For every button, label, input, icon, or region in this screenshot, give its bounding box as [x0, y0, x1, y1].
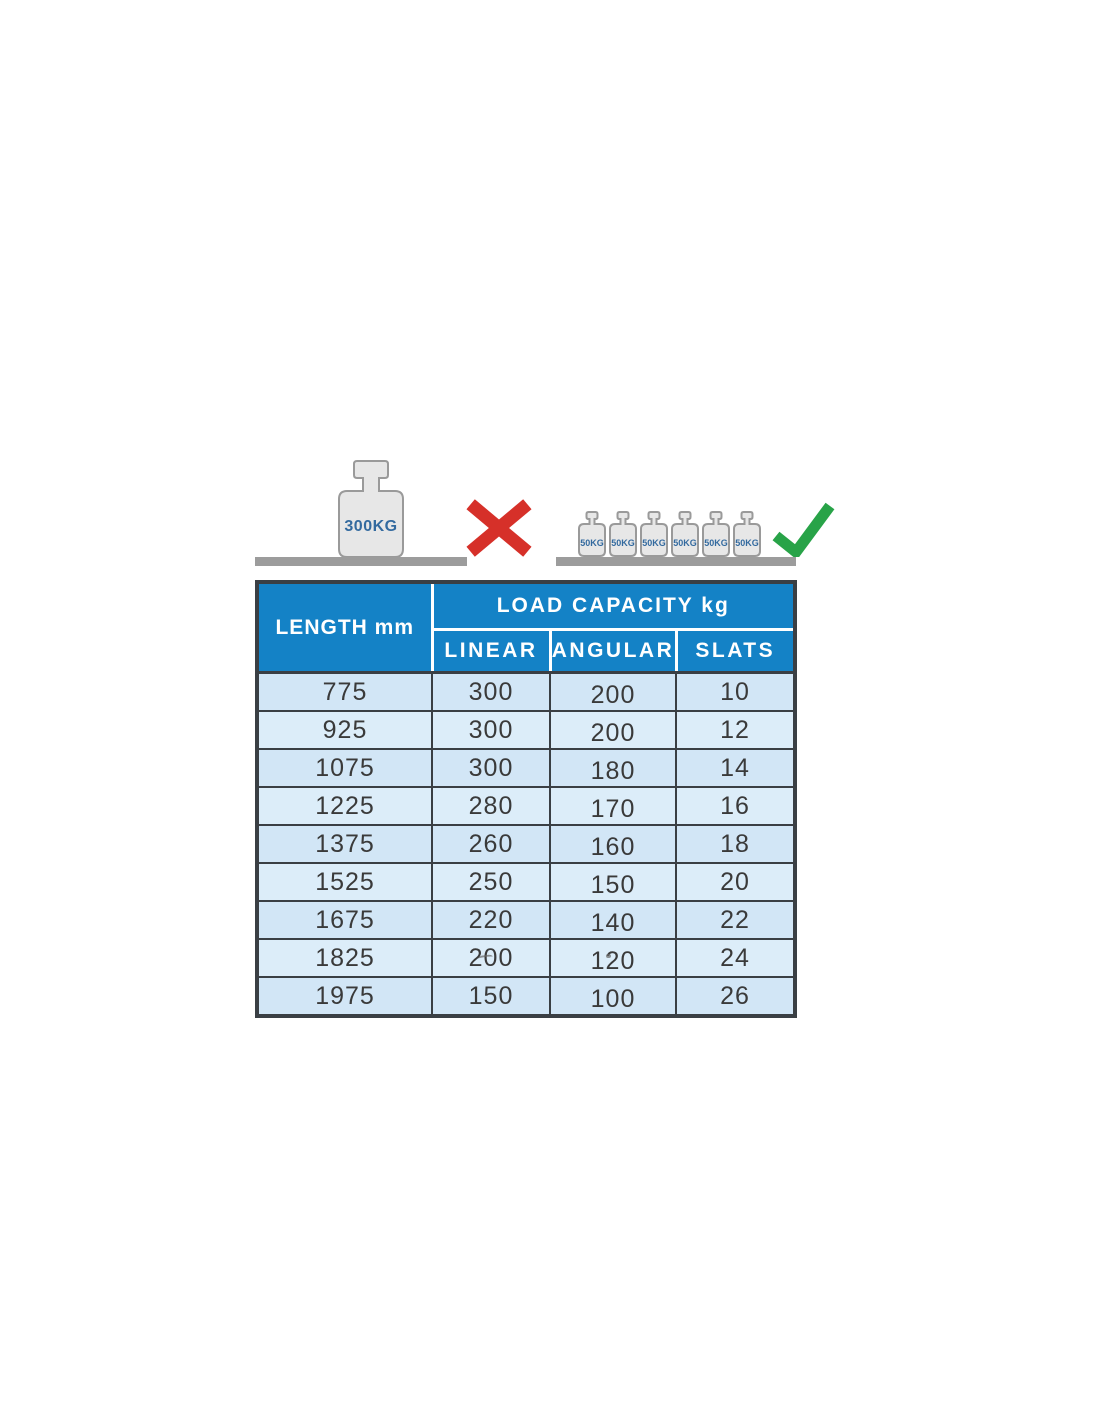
table-cell: 1825 — [256, 938, 433, 978]
weight-50kg: 50KG — [733, 511, 761, 557]
shelf-left — [255, 557, 467, 566]
table-cell: 1075 — [256, 748, 433, 788]
table-row: 1225 280 170 16 — [256, 786, 796, 826]
table-cell: 150 — [431, 976, 551, 1017]
table-cell: 10 — [675, 671, 796, 712]
small-weights-group: 50KG 50KG 50KG 50KG 50KG 50KG — [578, 511, 761, 557]
table-cell: 250 — [431, 862, 551, 902]
weight-label: 50KG — [642, 538, 666, 548]
cross-icon — [470, 503, 528, 553]
table-row: 1825 200 120 24 — [256, 938, 796, 978]
table-cell: 160 — [549, 824, 677, 864]
table-row: 775 300 200 10 — [256, 671, 796, 712]
table-cell: 12 — [675, 710, 796, 750]
table-cell: 200 — [549, 710, 677, 750]
table-cell: 180 — [549, 748, 677, 788]
weight-label: 50KG — [735, 538, 759, 548]
weight-50kg: 50KG — [702, 511, 730, 557]
table-cell: 200 — [431, 938, 551, 978]
table-cell: 14 — [675, 748, 796, 788]
table-cell: 18 — [675, 824, 796, 864]
table-cell: 1375 — [256, 824, 433, 864]
table-cell: 1675 — [256, 900, 433, 940]
weight-50kg: 50KG — [671, 511, 699, 557]
weight-label: 50KG — [580, 538, 604, 548]
weight-shape — [609, 511, 637, 557]
header-load-capacity: LOAD CAPACITY kg — [430, 580, 797, 631]
header-angular: ANGULAR — [548, 628, 678, 674]
weight-shape — [640, 511, 668, 557]
table-row: 925 300 200 12 — [256, 710, 796, 750]
weight-50kg: 50KG — [578, 511, 606, 557]
table-cell: 26 — [675, 976, 796, 1017]
table-cell: 150 — [549, 862, 677, 902]
table-cell: 140 — [549, 900, 677, 940]
table-cell: 170 — [549, 786, 677, 826]
table-cell: 300 — [431, 671, 551, 712]
load-capacity-table: LENGTH mm LOAD CAPACITY kg LINEAR ANGULA… — [255, 580, 797, 1018]
weight-shape — [733, 511, 761, 557]
table-cell: 200 — [549, 671, 677, 712]
weight-shape — [702, 511, 730, 557]
table-row: 1375 260 160 18 — [256, 824, 796, 864]
weight-label: 300KG — [344, 518, 398, 535]
table-cell: 925 — [256, 710, 433, 750]
weight-label: 50KG — [611, 538, 635, 548]
table-cell: 16 — [675, 786, 796, 826]
table-row: 1075 300 180 14 — [256, 748, 796, 788]
table-cell: 1975 — [256, 976, 433, 1017]
weight-label: 50KG — [704, 538, 728, 548]
table-cell: 300 — [431, 748, 551, 788]
header-linear: LINEAR — [430, 628, 552, 674]
shelf-right — [556, 557, 796, 566]
table-cell: 300 — [431, 710, 551, 750]
table-cell: 1225 — [256, 786, 433, 826]
table-row: 1525 250 150 20 — [256, 862, 796, 902]
table-cell: 220 — [431, 900, 551, 940]
table-cell: 22 — [675, 900, 796, 940]
table-row: 1975 150 100 26 — [256, 976, 796, 1017]
weight-label: 50KG — [673, 538, 697, 548]
header-slats: SLATS — [674, 628, 797, 674]
weight-shape — [338, 460, 404, 558]
table-cell: 260 — [431, 824, 551, 864]
table-cell: 775 — [256, 671, 433, 712]
weight-300kg: 300KG — [338, 460, 404, 558]
weight-shape — [578, 511, 606, 557]
table-cell: 1525 — [256, 862, 433, 902]
table-cell: 280 — [431, 786, 551, 826]
table-row: 1675 220 140 22 — [256, 900, 796, 940]
table-cell: 20 — [675, 862, 796, 902]
weight-50kg: 50KG — [609, 511, 637, 557]
header-length: LENGTH mm — [255, 580, 434, 674]
table-cell: 24 — [675, 938, 796, 978]
weight-50kg: 50KG — [640, 511, 668, 557]
table-cell: 100 — [549, 976, 677, 1017]
cropped-text-artifact — [606, 954, 611, 958]
check-icon — [772, 502, 835, 557]
table-cell: 120 — [549, 938, 677, 978]
table-body: 775 300 200 10 925 300 200 12 1075 300 180 14 1225 28… — [256, 671, 796, 1017]
weight-shape — [671, 511, 699, 557]
